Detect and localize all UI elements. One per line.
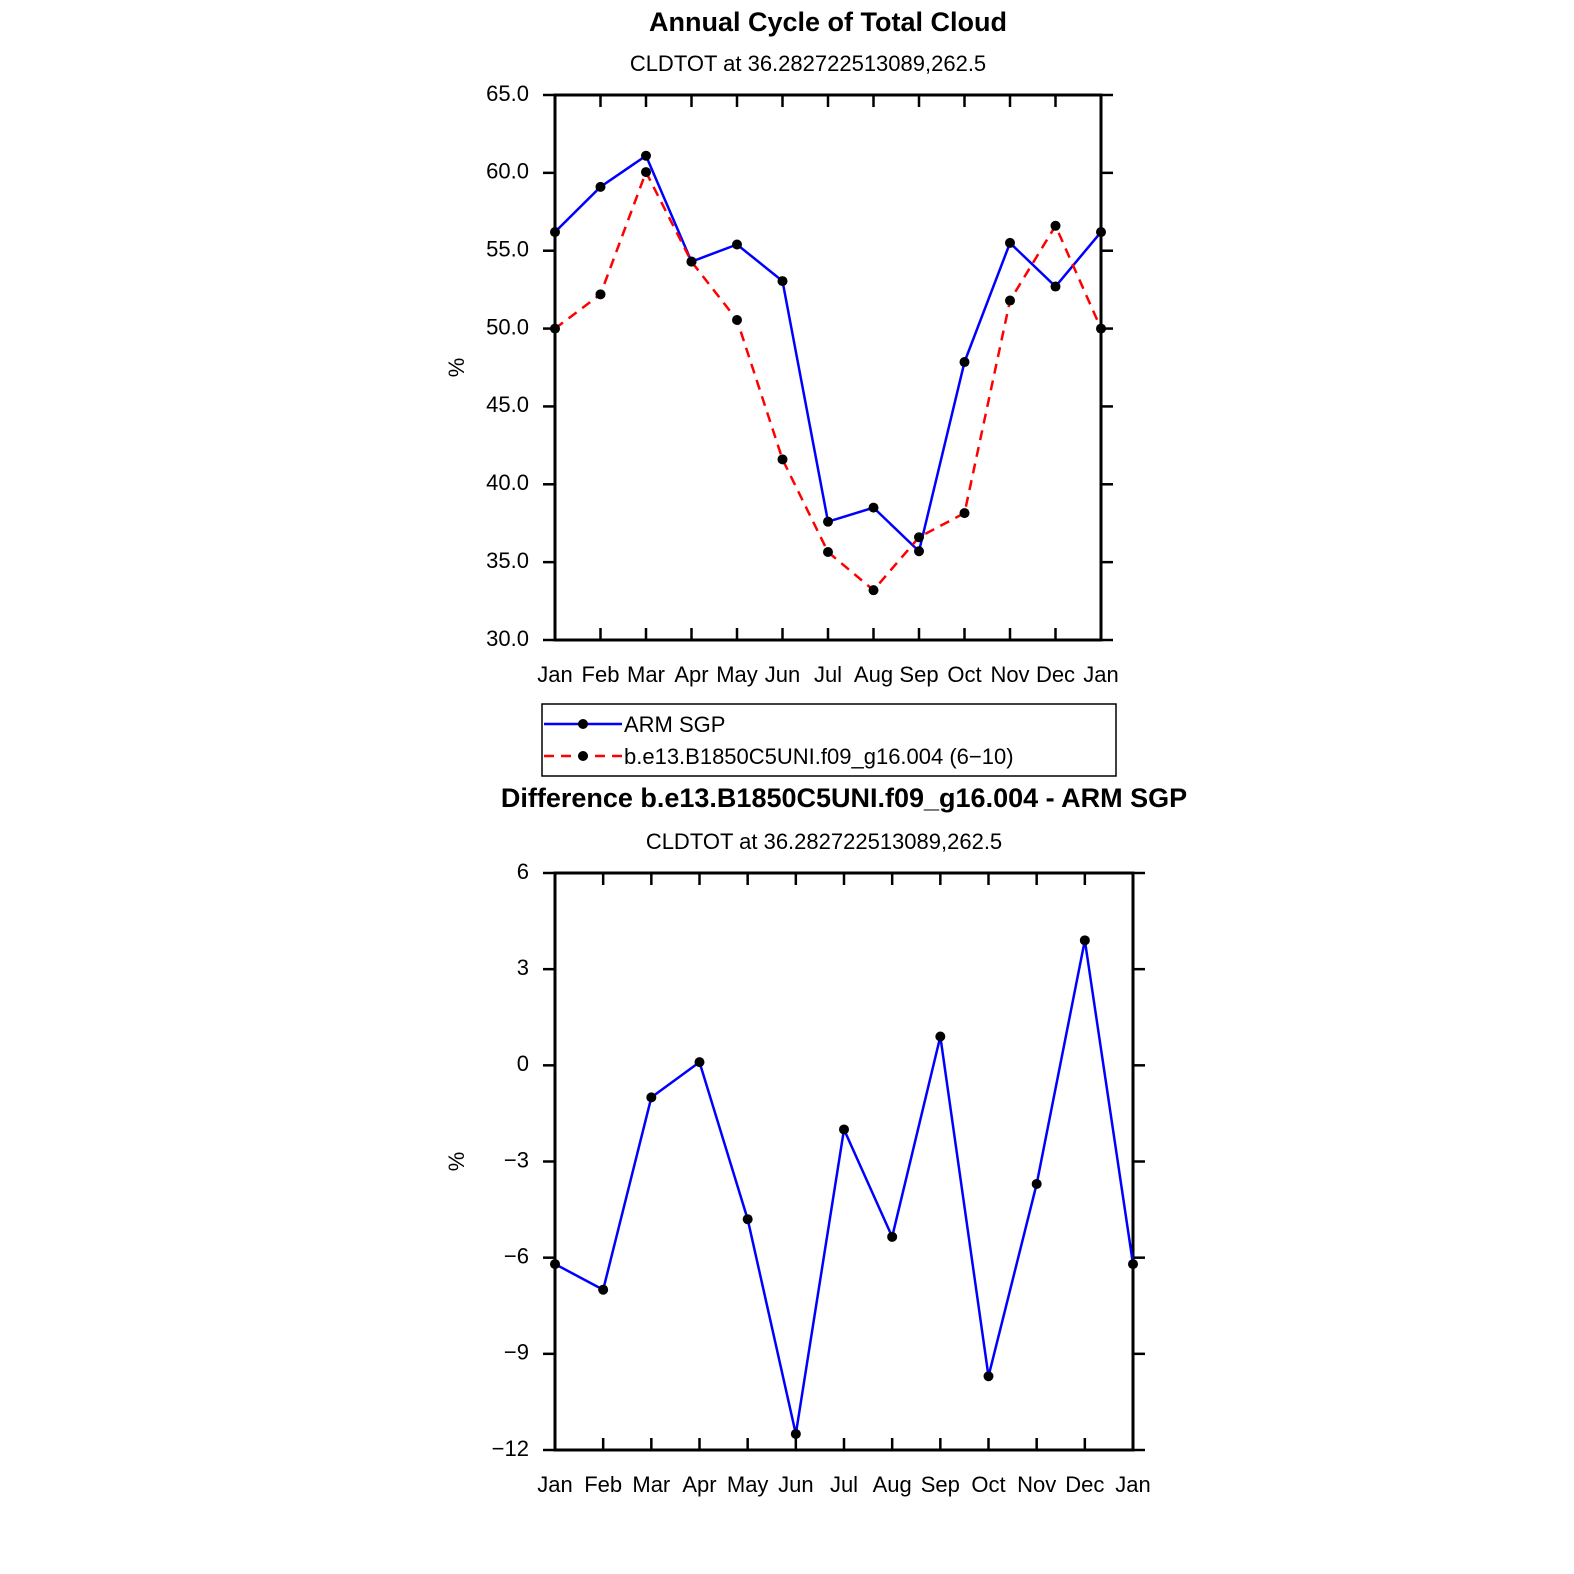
- data-point: [1005, 295, 1015, 306]
- chart-subtitle: CLDTOT at 36.282722513089,262.5: [646, 829, 1002, 854]
- data-point: [1079, 935, 1090, 946]
- chart-title: Difference b.e13.B1850C5UNI.f09_g16.004 …: [501, 783, 1187, 813]
- data-point: [550, 1259, 560, 1270]
- data-point: [1031, 1178, 1042, 1189]
- y-tick-label: 45.0: [486, 392, 529, 417]
- y-axis-label: %: [444, 1152, 469, 1172]
- series-line: [554, 940, 1135, 1435]
- data-point: [823, 547, 833, 558]
- y-tick-label: −9: [504, 1340, 529, 1365]
- x-tick-label: Feb: [582, 662, 620, 687]
- data-point: [790, 1428, 801, 1439]
- data-point: [868, 502, 879, 513]
- data-point: [959, 508, 970, 519]
- data-point: [742, 1214, 753, 1225]
- plot-frame: [553, 871, 1135, 1452]
- data-point: [1096, 323, 1106, 334]
- data-point: [983, 1371, 994, 1382]
- data-point: [550, 323, 560, 334]
- data-point: [839, 1124, 849, 1135]
- y-tick-label: 55.0: [486, 237, 529, 262]
- legend-box: [541, 703, 1117, 777]
- legend-marker: [578, 719, 588, 729]
- data-point: [595, 289, 606, 300]
- x-tick-label: Mar: [627, 662, 665, 687]
- data-point: [646, 1092, 657, 1103]
- data-point: [641, 167, 651, 178]
- x-tick-label: Mar: [632, 1472, 670, 1497]
- series-line: [554, 153, 1102, 554]
- x-tick-label: Dec: [1065, 1472, 1104, 1497]
- data-point: [777, 276, 788, 287]
- x-tick-label: Jan: [1115, 1472, 1150, 1497]
- x-tick-label: Jun: [778, 1472, 813, 1497]
- x-tick-label: Sep: [899, 662, 938, 687]
- legend-label: b.e13.B1850C5UNI.f09_g16.004 (6−10): [624, 744, 1014, 769]
- x-tick-label: Aug: [873, 1472, 912, 1497]
- x-tick-label: Nov: [1017, 1472, 1056, 1497]
- data-point: [868, 585, 879, 596]
- chart-title: Annual Cycle of Total Cloud: [649, 7, 1007, 37]
- plot-frame: [553, 93, 1103, 642]
- y-tick-label: 50.0: [486, 314, 529, 339]
- x-tick-label: Oct: [947, 662, 981, 687]
- x-tick-label: May: [716, 662, 758, 687]
- x-tick-label: Jan: [537, 662, 572, 687]
- data-point: [732, 315, 742, 326]
- y-tick-label: 0: [517, 1051, 529, 1076]
- data-point: [1050, 281, 1061, 292]
- x-tick-label: Jul: [830, 1472, 858, 1497]
- y-tick-label: 30.0: [486, 626, 529, 651]
- x-tick-label: Sep: [921, 1472, 960, 1497]
- data-point: [694, 1057, 705, 1068]
- data-point: [686, 256, 697, 267]
- data-point: [550, 227, 560, 238]
- data-point: [1128, 1259, 1138, 1270]
- y-tick-label: 40.0: [486, 470, 529, 495]
- y-tick-label: 3: [517, 955, 529, 980]
- data-point: [732, 239, 742, 250]
- data-point: [887, 1231, 898, 1242]
- y-tick-label: 35.0: [486, 548, 529, 573]
- data-point: [598, 1284, 609, 1295]
- chart-subtitle: CLDTOT at 36.282722513089,262.5: [630, 51, 986, 76]
- y-tick-label: 6: [517, 859, 529, 884]
- y-tick-label: 65.0: [486, 81, 529, 106]
- x-tick-label: Dec: [1036, 662, 1075, 687]
- x-tick-label: Jan: [537, 1472, 572, 1497]
- data-point: [641, 150, 651, 161]
- y-tick-label: −3: [504, 1147, 529, 1172]
- x-tick-label: Jan: [1083, 662, 1118, 687]
- data-point: [914, 546, 924, 557]
- data-point: [1096, 227, 1106, 238]
- x-tick-label: Jun: [765, 662, 800, 687]
- x-tick-label: Aug: [854, 662, 893, 687]
- y-tick-label: −12: [492, 1436, 529, 1461]
- x-tick-label: Apr: [682, 1472, 716, 1497]
- data-point: [823, 516, 833, 527]
- data-point: [935, 1031, 946, 1042]
- y-tick-label: −6: [504, 1243, 529, 1268]
- x-tick-label: Jul: [814, 662, 842, 687]
- data-point: [777, 454, 788, 465]
- x-tick-label: Nov: [990, 662, 1029, 687]
- data-point: [1050, 220, 1061, 231]
- y-axis-label: %: [444, 358, 469, 378]
- series-line: [554, 168, 1103, 592]
- legend-marker: [578, 751, 588, 761]
- x-tick-label: Oct: [971, 1472, 1005, 1497]
- x-tick-label: Feb: [584, 1472, 622, 1497]
- legend-label: ARM SGP: [624, 712, 725, 737]
- y-tick-label: 60.0: [486, 159, 529, 184]
- x-tick-label: May: [727, 1472, 769, 1497]
- x-tick-label: Apr: [674, 662, 708, 687]
- data-point: [959, 357, 970, 368]
- data-point: [595, 181, 606, 192]
- data-point: [914, 532, 924, 543]
- data-point: [1005, 237, 1015, 248]
